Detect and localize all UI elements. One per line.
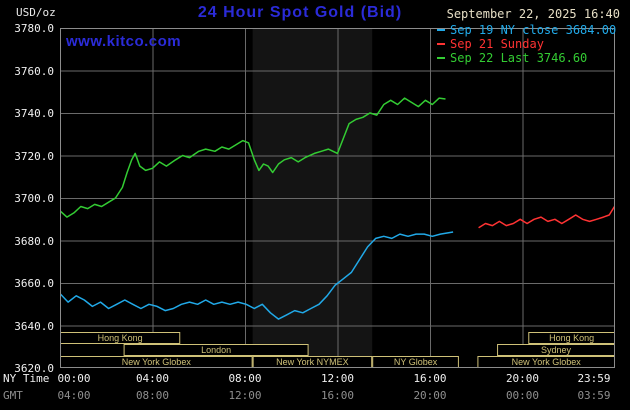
price-line-sep19-ny-close	[60, 231, 454, 320]
session-label: Sydney	[541, 345, 572, 355]
legend: Sep 19 NY close 3684.00 Sep 21 Sunday Sep …	[437, 23, 616, 65]
legend-item: Sep 21 Sunday	[437, 37, 616, 51]
y-tick-label: 3760.0	[14, 64, 54, 78]
x-tick-label-gmt: 04:00	[57, 389, 91, 402]
x-tick-label-gmt: 00:00	[505, 389, 540, 402]
x-tick-label-ny: 08:00	[228, 372, 262, 385]
legend-dash-icon	[437, 29, 445, 31]
legend-label: Sep 22 Last 3746.60	[450, 51, 588, 65]
x-tick-label-gmt: 03:59	[577, 389, 611, 402]
y-tick-label: 3640.0	[14, 319, 54, 333]
x-tick-label-ny: 16:00	[413, 372, 447, 385]
session-label: Hong Kong	[549, 333, 594, 343]
session-box	[123, 344, 309, 356]
y-tick-label: 3660.0	[14, 277, 54, 290]
x-tick-label-gmt: 08:00	[135, 389, 170, 402]
session-label: New York Globex	[512, 357, 582, 367]
legend-item: Sep 19 NY close 3684.00	[437, 23, 616, 37]
chart-datetime: September 22, 2025 16:40	[446, 7, 620, 21]
session-label: London	[201, 345, 231, 355]
legend-label: Sep 19 NY close 3684.00	[450, 23, 617, 37]
y-tick-label: 3720.0	[14, 149, 54, 163]
session-label: Hong Kong	[98, 333, 143, 343]
legend-dash-icon	[437, 57, 445, 59]
y-tick-label: 3620.0	[14, 362, 54, 375]
x-tick-label-ny: 20:00	[505, 372, 540, 385]
session-label: New York Globex	[122, 357, 192, 367]
session-label: New York NYMEX	[276, 357, 349, 367]
y-tick-label: 3780.0	[14, 22, 54, 35]
ny-time-axis-label: NY Time	[3, 372, 50, 385]
legend-label: Sep 21 Sunday	[450, 37, 544, 51]
x-tick-label-gmt: 20:00	[413, 389, 447, 402]
kitco-watermark: www.kitco.com	[66, 33, 182, 50]
price-line-sep22-today	[60, 97, 446, 218]
session-label: NY Globex	[394, 357, 438, 367]
plot-border	[60, 28, 615, 368]
legend-item: Sep 22 Last 3746.60	[437, 51, 616, 65]
gold-price-plot: Hong Kong Hong Kong London Sydney New York G…	[60, 28, 615, 368]
x-tick-label-ny: 23:59	[577, 372, 611, 385]
y-tick-label: 3680.0	[14, 234, 54, 248]
x-tick-label-ny: 00:00	[57, 372, 91, 385]
x-tick-label-ny: 04:00	[135, 372, 170, 385]
chart-title: 24 Hour Spot Gold (Bid)	[197, 4, 403, 21]
x-tick-label-ny: 12:00	[320, 372, 355, 385]
y-tick-label: 3700.0	[14, 192, 54, 205]
x-tick-label-gmt: 12:00	[228, 389, 262, 402]
y-axis-units-label: USD/oz	[16, 6, 56, 19]
x-tick-label-gmt: 16:00	[320, 389, 355, 402]
legend-dash-icon	[437, 43, 445, 45]
y-tick-label: 3740.0	[14, 107, 54, 120]
price-line-sep21-sunday	[478, 206, 615, 229]
gmt-axis-label: GMT	[3, 389, 23, 402]
